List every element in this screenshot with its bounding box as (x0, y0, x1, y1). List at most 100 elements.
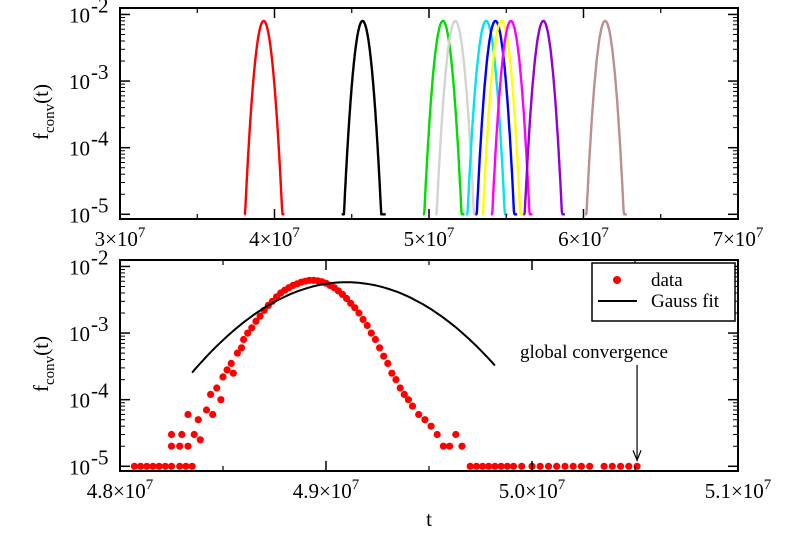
bottom-y-tick-exponent: -4 (91, 379, 109, 403)
data-point (479, 462, 487, 470)
annotation-text: global convergence (520, 342, 668, 363)
top-series-9 (584, 19, 628, 216)
data-point (207, 390, 215, 398)
gauss-fit-line (191, 281, 496, 374)
legend-label-gauss: Gauss fit (651, 291, 720, 312)
top-y-tick-label: 10 (69, 3, 90, 27)
legend: data Gauss fit (591, 262, 736, 322)
top-series-5 (474, 19, 518, 216)
data-point (130, 462, 138, 470)
data-point (343, 294, 351, 303)
data-point (223, 366, 231, 374)
data-point (227, 359, 235, 367)
legend-marker-data (613, 276, 621, 284)
top-y-tick-exponent: -5 (91, 193, 109, 217)
data-point (143, 462, 151, 470)
bottom-x-tick-label: 4.9×107 (293, 477, 360, 503)
bottom-x-tick-label: 5.0×107 (499, 477, 566, 503)
data-point (452, 430, 460, 439)
top-series-2 (422, 19, 466, 216)
top-series-4 (465, 19, 509, 216)
data-point (491, 462, 499, 470)
data-point (380, 352, 388, 360)
data-point (182, 462, 190, 470)
data-point (608, 462, 616, 470)
data-point (367, 329, 375, 337)
data-point (256, 312, 264, 320)
data-point (178, 430, 186, 439)
data-point (196, 436, 204, 444)
bottom-y-tick-label: 10 (69, 389, 90, 413)
data-point (569, 462, 577, 470)
data-point (427, 422, 435, 430)
top-y-tick-exponent: -2 (91, 0, 109, 17)
data-point (149, 462, 157, 470)
top-x-tick-label: 7×107 (713, 225, 764, 251)
data-point (392, 376, 400, 384)
bottom-y-tick-label: 10 (69, 255, 90, 279)
data-point (536, 462, 544, 470)
top-ticks (119, 8, 739, 219)
data-point (244, 329, 252, 337)
bottom-x-tick-label: 5.1×107 (705, 477, 772, 503)
data-point (248, 324, 256, 332)
data-point (233, 349, 241, 357)
data-point (408, 402, 417, 410)
data-point (190, 430, 198, 439)
data-point (188, 462, 196, 470)
bottom-series-group (130, 276, 641, 470)
data-point (137, 462, 145, 470)
top-series-3 (434, 19, 478, 216)
data-point (176, 442, 184, 450)
top-x-tick-label: 3×107 (95, 225, 146, 251)
bottom-x-tick-label: 4.8×107 (87, 477, 154, 503)
data-point (400, 390, 408, 398)
data-point (167, 430, 176, 439)
data-point (219, 373, 227, 381)
data-point (617, 462, 625, 470)
data-point (184, 410, 192, 419)
legend-box (591, 262, 736, 322)
top-series-group (243, 19, 628, 216)
data-point (359, 315, 367, 324)
data-point (518, 462, 526, 470)
data-point (202, 406, 211, 414)
data-point (240, 335, 248, 344)
bottom-y-tick-exponent: -2 (91, 245, 109, 269)
top-series-8 (522, 19, 566, 216)
data-point (497, 462, 505, 470)
top-y-axis-label: fconv(t) (29, 84, 58, 140)
data-point (371, 335, 379, 344)
data-point (167, 442, 176, 450)
data-point (167, 462, 176, 470)
data-point (415, 410, 423, 419)
legend-label-data: data (651, 270, 683, 291)
top-y-tick-label: 10 (69, 137, 90, 161)
bottom-y-tick-exponent: -3 (91, 312, 109, 336)
data-point (404, 396, 412, 404)
data-point (376, 344, 384, 352)
data-point (209, 410, 217, 419)
data-point (421, 416, 429, 424)
top-series-7 (490, 19, 534, 216)
data-point (625, 462, 633, 470)
data-point (363, 321, 371, 330)
top-y-tick-label: 10 (69, 70, 90, 94)
data-point (458, 442, 466, 450)
top-y-tick-label: 10 (69, 203, 90, 227)
top-series-6 (480, 19, 524, 216)
data-point (466, 462, 474, 470)
data-point (509, 462, 518, 470)
data-point (176, 462, 184, 470)
bottom-panel: 4.8×107 4.9×107 5.0×107 5.1×10710-210-310-4… (29, 245, 772, 531)
data-point (155, 462, 163, 470)
data-point (161, 462, 169, 470)
data-point (586, 462, 594, 470)
data-point (561, 462, 569, 470)
data-point (351, 304, 359, 312)
annotation: global convergence (520, 342, 668, 462)
data-point (446, 442, 454, 450)
data-point (600, 462, 608, 470)
data-point (252, 317, 260, 325)
